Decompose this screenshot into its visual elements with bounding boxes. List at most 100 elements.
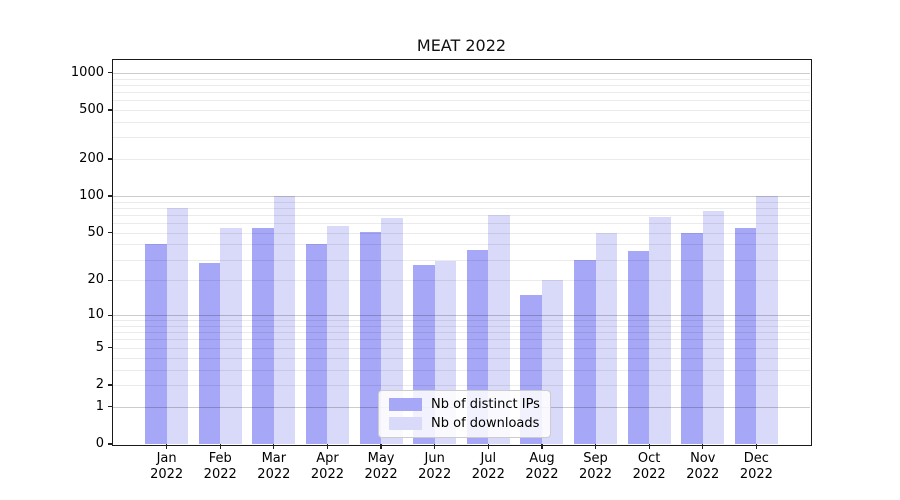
minor-gridline xyxy=(113,384,810,386)
bar-downloads xyxy=(488,214,510,444)
bar-downloads xyxy=(381,218,403,444)
legend-item-downloads: Nb of downloads xyxy=(389,416,540,431)
y-tick-label: 200 xyxy=(79,151,104,167)
x-tick-year: 2022 xyxy=(739,467,773,482)
bar-downloads xyxy=(166,207,189,444)
major-gridline xyxy=(113,315,810,317)
x-tick xyxy=(326,444,329,449)
minor-gridline xyxy=(113,91,810,93)
x-tick-month: Nov xyxy=(690,451,716,466)
x-tick-label: Jan 2022 xyxy=(135,451,199,483)
y-tick-label: 1 xyxy=(95,398,104,414)
y-tick-label: 10 xyxy=(87,307,104,323)
minor-gridline xyxy=(113,369,810,371)
minor-gridline xyxy=(113,214,810,216)
y-tick xyxy=(108,195,113,197)
major-gridline xyxy=(113,196,810,198)
y-tick xyxy=(108,72,113,74)
y-tick xyxy=(108,443,113,445)
x-tick-label: Jul 2022 xyxy=(456,451,520,483)
legend-item-distinct-ips: Nb of distinct IPs xyxy=(389,397,540,412)
y-tick xyxy=(108,314,113,316)
plot-area xyxy=(113,60,810,444)
minor-gridline xyxy=(113,232,810,234)
y-tick-label: 20 xyxy=(87,272,104,288)
bar-distinct-ips xyxy=(681,232,703,444)
x-tick xyxy=(594,444,597,449)
y-tick xyxy=(108,406,113,408)
bar-distinct-ips xyxy=(574,259,596,444)
bar-downloads xyxy=(220,227,242,444)
y-tick xyxy=(108,232,113,234)
x-tick-year: 2022 xyxy=(203,467,237,482)
major-gridline xyxy=(113,72,810,74)
y-tick xyxy=(108,347,113,349)
x-tick-year: 2022 xyxy=(471,467,505,482)
y-tick xyxy=(108,109,113,111)
minor-gridline xyxy=(113,159,810,161)
bar-distinct-ips xyxy=(252,227,274,444)
x-tick-label: Mar 2022 xyxy=(242,451,306,483)
minor-gridline xyxy=(113,100,810,102)
x-tick-month: Jun xyxy=(424,451,445,466)
x-tick-month: Jan xyxy=(156,451,177,466)
minor-gridline xyxy=(113,259,810,261)
x-tick-month: Aug xyxy=(529,451,555,466)
x-tick-label: Sep 2022 xyxy=(564,451,628,483)
bar-distinct-ips xyxy=(145,244,167,444)
y-tick-label: 1000 xyxy=(70,64,104,80)
minor-gridline xyxy=(113,357,810,359)
x-tick xyxy=(380,444,382,449)
x-tick xyxy=(702,444,704,449)
minor-gridline xyxy=(113,110,810,112)
minor-gridline xyxy=(113,207,810,209)
x-tick-year: 2022 xyxy=(150,467,184,482)
minor-gridline xyxy=(113,121,810,123)
minor-gridline xyxy=(113,223,810,225)
minor-gridline xyxy=(113,339,810,341)
x-tick xyxy=(166,444,168,449)
x-tick-year: 2022 xyxy=(632,467,666,482)
minor-gridline xyxy=(113,325,810,327)
x-tick-month: Oct xyxy=(637,451,661,466)
minor-gridline xyxy=(113,320,810,322)
bar-downloads xyxy=(649,217,671,444)
bar-distinct-ips xyxy=(627,251,650,444)
bar-distinct-ips xyxy=(734,227,757,444)
x-tick-year: 2022 xyxy=(364,467,398,482)
y-tick-label: 100 xyxy=(79,188,104,204)
minor-gridline xyxy=(113,78,810,80)
x-tick-label: Feb 2022 xyxy=(188,451,252,483)
y-tick xyxy=(108,158,113,160)
minor-gridline xyxy=(113,137,810,139)
x-tick-year: 2022 xyxy=(686,467,720,482)
x-tick-month: Sep xyxy=(583,451,608,466)
y-tick-label: 5 xyxy=(95,339,104,355)
minor-gridline xyxy=(113,280,810,282)
bar-downloads xyxy=(702,211,725,444)
bar-downloads xyxy=(595,232,618,444)
bar-downloads xyxy=(273,196,296,444)
y-tick-label: 50 xyxy=(87,224,104,240)
bar-distinct-ips xyxy=(359,231,382,444)
y-tick xyxy=(108,384,113,386)
x-tick xyxy=(755,444,757,449)
x-tick-year: 2022 xyxy=(310,467,344,482)
chart-title: MEAT 2022 xyxy=(416,36,507,55)
y-tick-label: 0 xyxy=(95,436,104,451)
x-tick-year: 2022 xyxy=(257,467,291,482)
legend-swatch xyxy=(389,398,422,411)
legend-swatch xyxy=(389,417,422,430)
x-tick xyxy=(648,444,650,449)
x-tick-label: May 2022 xyxy=(349,451,413,483)
x-tick-label: Dec 2022 xyxy=(724,451,788,483)
x-tick-year: 2022 xyxy=(578,467,613,482)
x-tick xyxy=(487,444,489,449)
x-tick-label: Aug 2022 xyxy=(510,451,574,483)
x-tick-month: Feb xyxy=(208,451,232,466)
y-tick xyxy=(108,279,113,282)
x-tick xyxy=(434,444,436,449)
minor-gridline xyxy=(113,332,810,334)
bar-distinct-ips xyxy=(198,263,221,444)
